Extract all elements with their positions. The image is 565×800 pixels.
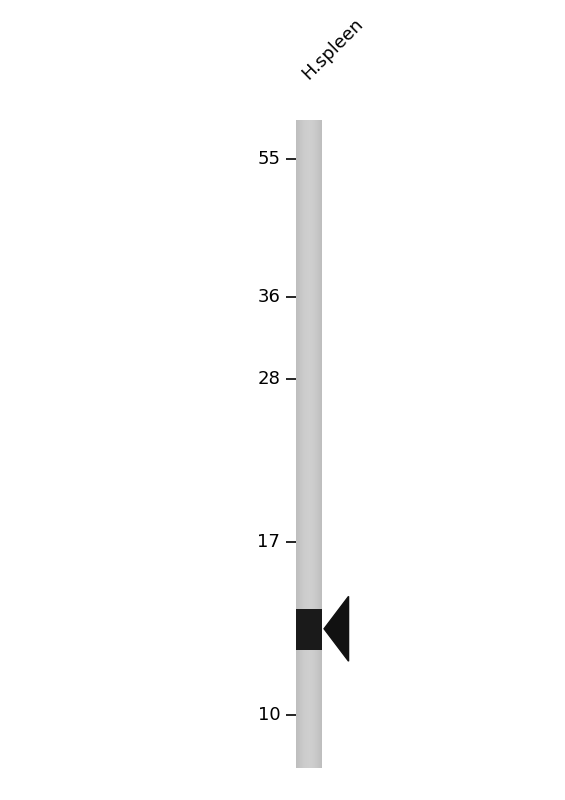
Text: 55: 55 bbox=[257, 150, 280, 168]
Polygon shape bbox=[324, 596, 349, 662]
Text: 36: 36 bbox=[258, 288, 280, 306]
Text: 28: 28 bbox=[258, 370, 280, 388]
Bar bbox=[297, 609, 322, 650]
Text: H.spleen: H.spleen bbox=[298, 15, 367, 83]
Text: 17: 17 bbox=[258, 533, 280, 551]
Text: 10: 10 bbox=[258, 706, 280, 724]
